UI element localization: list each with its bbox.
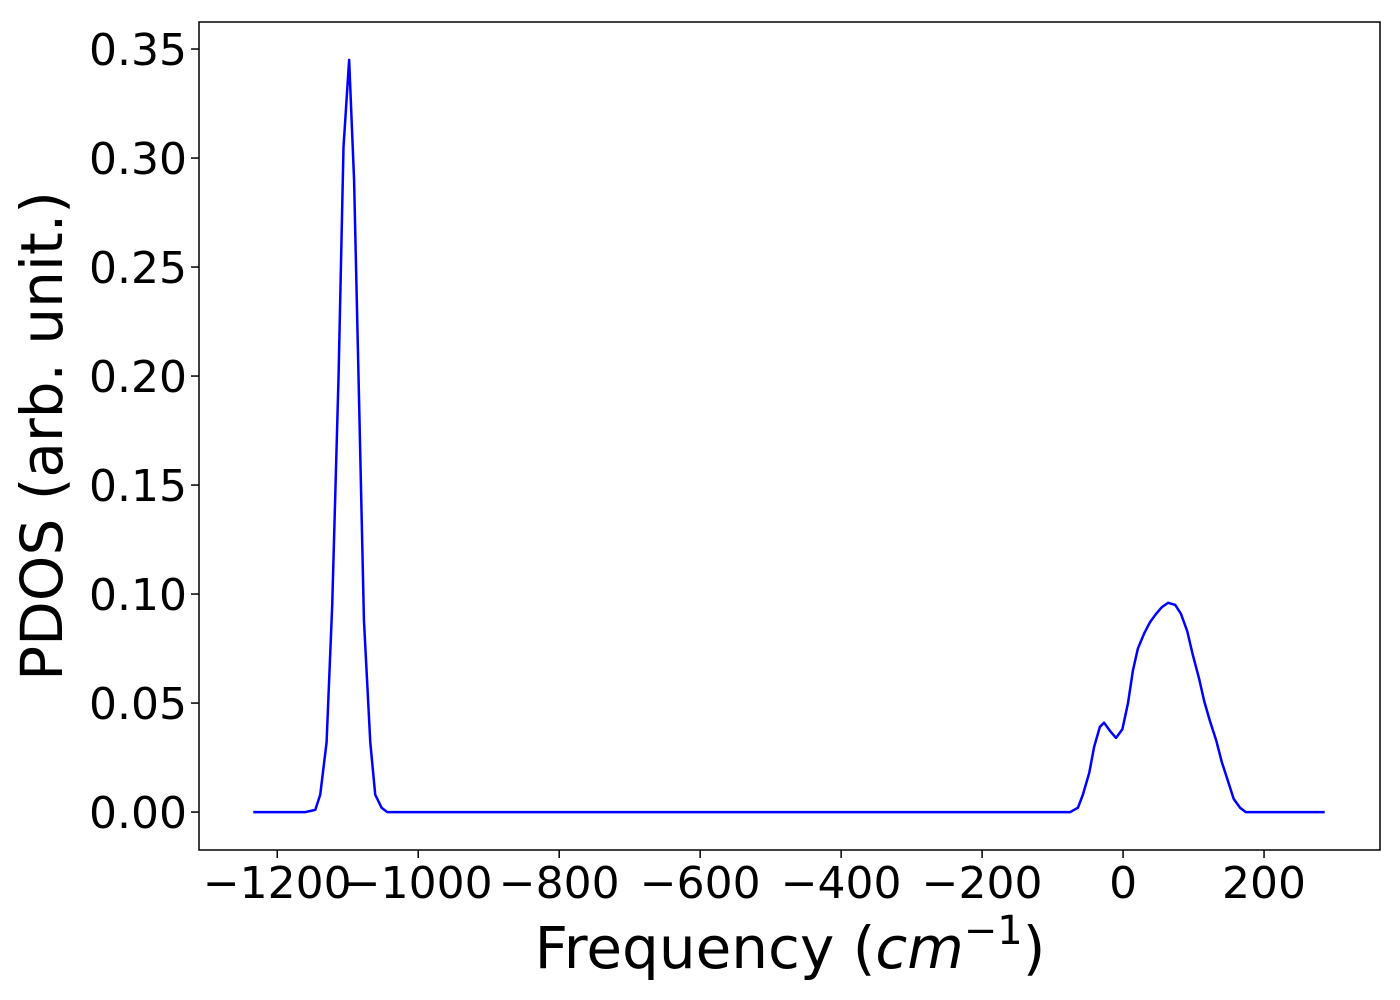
x-tick-label: 200	[1222, 858, 1306, 909]
x-label-close: )	[1023, 914, 1046, 982]
x-tick-label: 0	[1109, 858, 1137, 909]
x-tick-label: −600	[640, 858, 761, 909]
y-tick-label: 0.00	[89, 788, 187, 839]
y-axis-label: PDOS (arb. unit.)	[8, 191, 76, 681]
y-tick-label: 0.25	[89, 243, 187, 294]
y-tick-label: 0.20	[89, 352, 187, 403]
data-line	[253, 58, 1325, 814]
x-tick-label: −400	[781, 858, 902, 909]
x-axis-label: Frequency (cm−1)	[535, 908, 1046, 982]
x-tick-label: −1000	[344, 858, 493, 909]
plot-frame	[198, 21, 1381, 851]
y-tick-label: 0.15	[89, 461, 187, 512]
y-tick-label: 0.05	[89, 679, 187, 730]
x-label-text: Frequency (	[535, 914, 876, 982]
y-tick-label: 0.10	[89, 570, 187, 621]
x-tick-label: −1200	[203, 858, 352, 909]
x-label-unit: cm	[875, 914, 963, 982]
x-tick-label: −800	[499, 858, 620, 909]
y-tick-label: 0.30	[89, 134, 187, 185]
x-label-exponent: −1	[964, 908, 1023, 954]
y-tick-label: 0.35	[89, 25, 187, 76]
x-tick-label: −200	[922, 858, 1043, 909]
